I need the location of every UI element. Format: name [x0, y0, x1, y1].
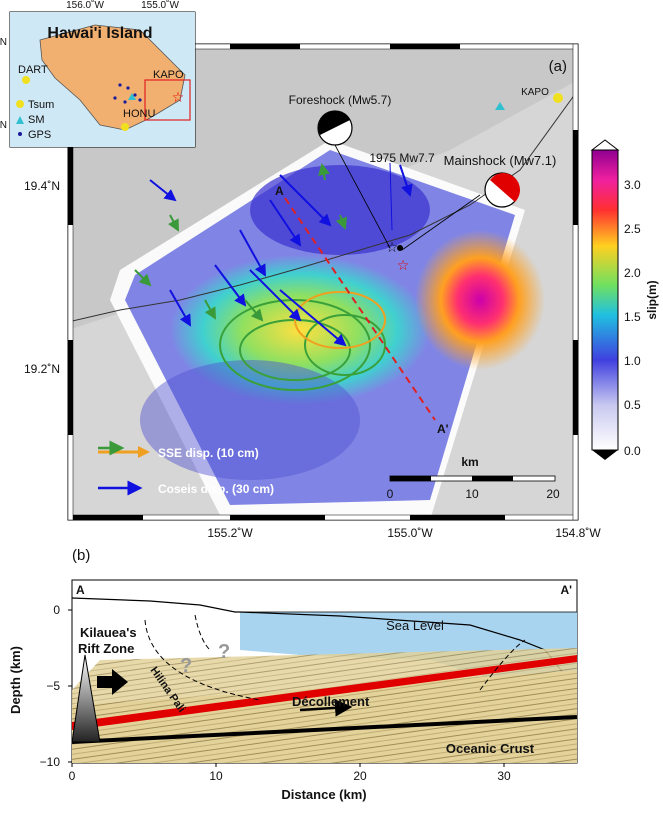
lon-tick-155-0: 155.0˚W — [387, 526, 433, 540]
rift-zone-line2: Rift Zone — [78, 641, 134, 656]
inset-legend-gps: GPS — [28, 129, 51, 141]
panel-a-label: (a) — [549, 58, 567, 75]
scale-10: 10 — [465, 487, 479, 501]
inset-legend-tsum: Tsum — [28, 99, 54, 111]
mainshock-beachball — [484, 172, 520, 208]
ytick-0: 0 — [53, 603, 60, 617]
rift-push-arrow — [97, 669, 128, 695]
inset-title: Hawai'i Island — [47, 25, 152, 42]
fault-red — [72, 655, 577, 730]
panel-b-cross-section: (b) A A' Sea Level Kilauea's — [8, 547, 578, 802]
sm-marker — [495, 102, 505, 110]
inset-study-box — [144, 79, 191, 121]
panel-a-map: ☆ ☆ (a) Foreshock (Mw5.7) 1975 Mw7.7 Mai… — [24, 43, 601, 540]
inset-lat-20: 20.0˚N — [0, 36, 7, 48]
inset-map: Hawai'i Island 156.0˚W 155.0˚W 20.0˚N 19… — [0, 0, 196, 148]
cbar-tick-1-0: 1.0 — [624, 354, 641, 368]
scale-20: 20 — [546, 487, 560, 501]
cbar-tick-2-5: 2.5 — [624, 222, 641, 236]
island-shape — [39, 24, 186, 131]
scale-bar: km 0 10 20 — [387, 455, 560, 501]
scale-0: 0 — [387, 487, 394, 501]
sse-arrows — [134, 163, 348, 322]
y-axis-label: Depth (km) — [8, 646, 23, 714]
ytick-10: −10 — [40, 755, 61, 769]
corner-a2: A' — [560, 583, 572, 597]
cbar-label: slip(m) — [645, 280, 659, 319]
legend-gps-marker — [18, 132, 22, 136]
oceanic-crust-hatch — [72, 670, 577, 763]
panel-b-label: (b) — [72, 547, 90, 564]
profile-line — [284, 197, 436, 421]
legend-sm-marker — [16, 116, 24, 124]
legend-sse: SSE disp. (10 cm) — [158, 446, 259, 460]
xtick-10: 10 — [209, 769, 223, 783]
xtick-20: 20 — [353, 769, 367, 783]
foreshock-label: Foreshock (Mw5.7) — [289, 93, 392, 107]
lon-tick-155-2: 155.2˚W — [207, 526, 253, 540]
question-1: ? — [180, 655, 192, 677]
decollement-line — [71, 715, 578, 744]
legend-coseis: Coseis disp. (30 cm) — [158, 482, 274, 496]
coseis-arrows — [149, 164, 413, 347]
1975-label: 1975 Mw7.7 — [369, 151, 435, 165]
decollement-label: Décollement — [292, 694, 370, 709]
cbar-tick-1-5: 1.5 — [624, 310, 641, 324]
question-2: ? — [218, 641, 230, 663]
lat-tick-19-2: 19.2˚N — [24, 362, 60, 376]
ytick-5: −5 — [46, 679, 60, 693]
sea-level-label: Sea Level — [386, 618, 444, 633]
kapo-label: KAPO — [521, 87, 549, 98]
xtick-0: 0 — [69, 769, 76, 783]
cbar-tick-2-0: 2.0 — [624, 266, 641, 280]
svg-text:☆: ☆ — [172, 89, 185, 105]
mainshock-label: Mainshock (Mw7.1) — [444, 153, 557, 168]
rift-triangle — [71, 654, 101, 743]
inset-lat-19: 19.0˚N — [0, 119, 7, 131]
oceanic-crust-label: Oceanic Crust — [446, 741, 535, 756]
scale-unit: km — [461, 455, 478, 469]
lat-tick-19-4: 19.4˚N — [24, 179, 60, 193]
profile-a-label: A — [275, 184, 284, 198]
lon-tick-154-8: 154.8˚W — [555, 526, 601, 540]
corner-a: A — [76, 583, 85, 597]
1975-pointer — [389, 162, 393, 231]
kapo-marker — [553, 93, 563, 103]
epicenter-dot — [397, 245, 403, 251]
inset-station-dart: DART — [18, 64, 48, 76]
x-axis-label: Distance (km) — [281, 787, 366, 802]
seafloor-profile — [71, 597, 578, 691]
rift-zone-line1: Kilauea's — [80, 625, 137, 640]
epicenter-star-black: ☆ — [386, 239, 399, 255]
inset-station-honu: HONU — [123, 108, 155, 120]
cbar-tick-3-0: 3.0 — [624, 178, 641, 192]
xtick-30: 30 — [497, 769, 511, 783]
upper-hatch — [72, 648, 577, 705]
epicenter-star-red: ☆ — [397, 257, 410, 273]
displacement-legend: SSE disp. (10 cm) Coseis disp. (30 cm) — [98, 440, 274, 496]
axes-b — [68, 609, 505, 767]
inset-lon-156: 156.0˚W — [66, 0, 104, 11]
inset-station-kapo: KAPO — [153, 69, 184, 81]
colorbar: 3.0 2.5 2.0 1.5 1.0 0.5 0.0 slip(m) — [590, 139, 659, 460]
profile-a2-label: A' — [437, 422, 449, 436]
foreshock-beachball — [317, 110, 353, 146]
cbar-tick-0-5: 0.5 — [624, 398, 641, 412]
cbar-tick-0-0: 0.0 — [624, 444, 641, 458]
inset-legend-sm: SM — [28, 114, 45, 126]
inset-lon-155: 155.0˚W — [141, 0, 179, 11]
legend-tsum-marker — [16, 100, 24, 108]
